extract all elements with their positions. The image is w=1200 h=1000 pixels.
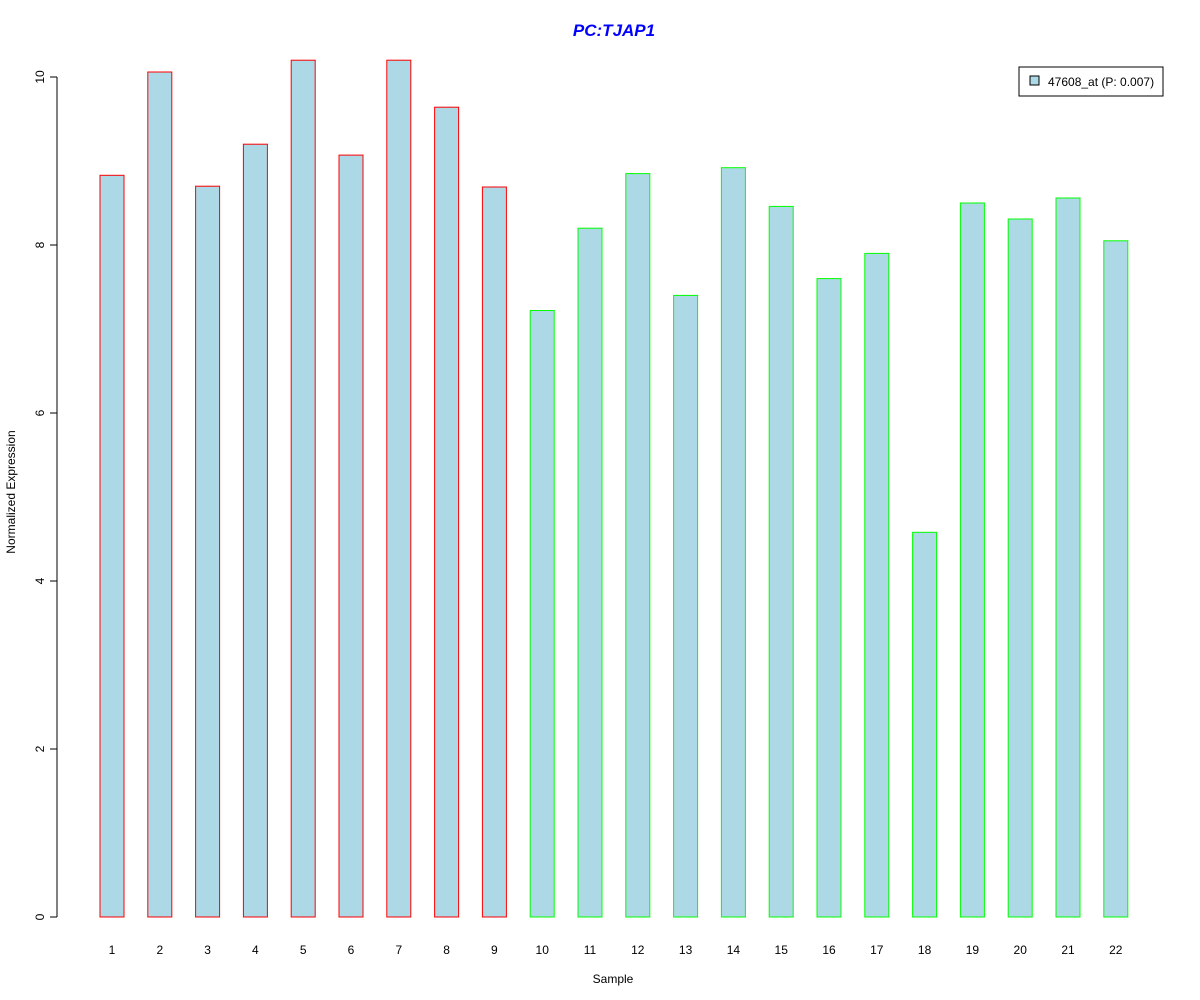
x-tick-label: 5	[300, 943, 307, 957]
bar-sample-20	[1007, 218, 1033, 918]
x-tick-label: 19	[966, 943, 980, 957]
bar-sample-12	[625, 173, 651, 918]
y-tick-label: 0	[33, 913, 47, 920]
bar-sample-22	[1103, 240, 1129, 918]
legend-box	[1018, 66, 1164, 97]
legend: 47608_at (P: 0.007)	[1018, 66, 1164, 97]
x-tick-label: 16	[822, 943, 836, 957]
bar-sample-3	[195, 185, 221, 918]
bar-sample-9	[481, 186, 507, 918]
bar-sample-16	[816, 278, 842, 918]
x-tick-label: 1	[109, 943, 116, 957]
x-tick-label: 11	[584, 943, 597, 957]
bar-sample-21	[1055, 197, 1081, 918]
legend-swatch	[1029, 75, 1040, 86]
y-tick-label: 6	[33, 409, 47, 416]
y-axis: 0 2 4 6 8 10	[33, 70, 58, 920]
x-tick-label: 4	[252, 943, 259, 957]
y-tick-label: 8	[33, 241, 47, 248]
bar-sample-14	[720, 167, 746, 918]
x-tick-label: 6	[348, 943, 355, 957]
x-tick-label: 22	[1109, 943, 1123, 957]
x-tick-label: 17	[870, 943, 884, 957]
y-tick-label: 2	[33, 745, 47, 752]
x-tick-label: 12	[631, 943, 645, 957]
bar-sample-15	[768, 205, 794, 918]
bar-sample-4	[242, 143, 268, 918]
x-tick-label: 8	[443, 943, 450, 957]
x-tick-label: 9	[491, 943, 498, 957]
x-axis-label: Sample	[593, 972, 634, 986]
x-tick-label: 3	[204, 943, 211, 957]
bar-sample-8	[434, 106, 460, 918]
chart-title: PC:TJAP1	[573, 21, 655, 40]
y-tick-label: 4	[33, 577, 47, 584]
bar-sample-10	[529, 310, 555, 918]
bar-sample-6	[338, 154, 364, 918]
x-tick-label: 13	[679, 943, 693, 957]
x-tick-label: 18	[918, 943, 932, 957]
x-tick-label: 20	[1014, 943, 1028, 957]
bars-layer	[99, 59, 1129, 918]
x-axis: 1 2 3 4 5 6 7 8 9 10 11 12 13 14 15 16 17 18 19 20 21 22	[109, 943, 1123, 957]
bar-sample-5	[290, 59, 316, 918]
x-tick-label: 7	[395, 943, 402, 957]
x-tick-label: 2	[156, 943, 163, 957]
legend-label: 47608_at (P: 0.007)	[1048, 75, 1154, 89]
bar-sample-18	[912, 531, 938, 918]
bar-sample-2	[147, 71, 173, 918]
bar-sample-17	[864, 252, 890, 918]
x-tick-label: 14	[727, 943, 741, 957]
bar-sample-1	[99, 174, 125, 918]
x-tick-label: 15	[775, 943, 789, 957]
x-tick-label: 10	[536, 943, 550, 957]
y-tick-label: 10	[33, 70, 47, 84]
bar-sample-13	[673, 294, 699, 918]
bar-sample-7	[386, 59, 412, 918]
y-axis-label: Normalized Expression	[4, 430, 18, 553]
x-tick-label: 21	[1061, 943, 1075, 957]
bar-sample-11	[577, 227, 603, 918]
bar-sample-19	[959, 202, 985, 918]
